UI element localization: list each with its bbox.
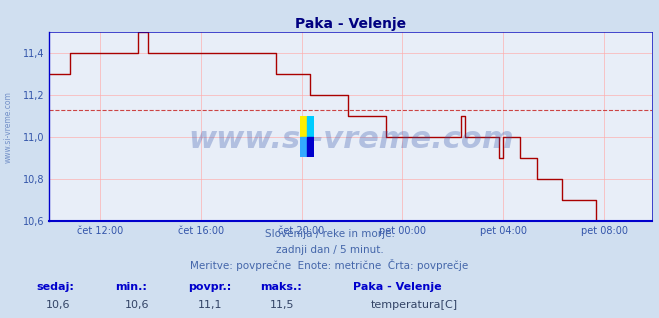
Text: 11,5: 11,5 bbox=[270, 301, 295, 310]
Text: Meritve: povprečne  Enote: metrične  Črta: povprečje: Meritve: povprečne Enote: metrične Črta:… bbox=[190, 259, 469, 271]
Text: maks.:: maks.: bbox=[260, 282, 302, 292]
Bar bbox=[300, 137, 307, 157]
Text: min.:: min.: bbox=[115, 282, 147, 292]
Text: temperatura[C]: temperatura[C] bbox=[371, 301, 458, 310]
Text: 10,6: 10,6 bbox=[46, 301, 71, 310]
Text: 11,1: 11,1 bbox=[198, 301, 222, 310]
Title: Paka - Velenje: Paka - Velenje bbox=[295, 17, 407, 31]
Bar bbox=[307, 137, 314, 157]
Text: Slovenija / reke in morje.: Slovenija / reke in morje. bbox=[264, 229, 395, 239]
Bar bbox=[300, 116, 307, 137]
Bar bbox=[307, 116, 314, 137]
Text: zadnji dan / 5 minut.: zadnji dan / 5 minut. bbox=[275, 245, 384, 255]
Text: sedaj:: sedaj: bbox=[36, 282, 74, 292]
Text: www.si-vreme.com: www.si-vreme.com bbox=[188, 125, 514, 154]
Text: www.si-vreme.com: www.si-vreme.com bbox=[3, 91, 13, 163]
Text: povpr.:: povpr.: bbox=[188, 282, 231, 292]
Text: Paka - Velenje: Paka - Velenje bbox=[353, 282, 441, 292]
Text: 10,6: 10,6 bbox=[125, 301, 150, 310]
